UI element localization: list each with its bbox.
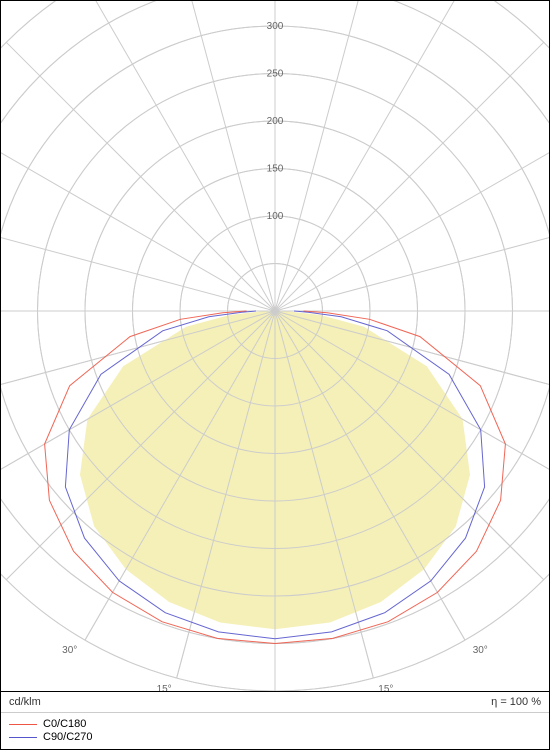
polar-plot-area: 10015020025030035015°30°45°60°75°90°105°… (1, 1, 549, 692)
legend-swatch (9, 724, 37, 725)
footer-top-row: cd/klm η = 100 % (1, 692, 549, 713)
svg-text:15°: 15° (157, 684, 172, 691)
svg-text:100: 100 (267, 211, 284, 222)
chart-footer: cd/klm η = 100 % C0/C180C90/C270 (1, 692, 549, 750)
svg-text:30°: 30° (62, 645, 77, 656)
svg-text:30°: 30° (473, 645, 488, 656)
legend-label: C90/C270 (43, 731, 93, 743)
svg-text:150: 150 (267, 164, 284, 175)
polar-svg: 10015020025030035015°30°45°60°75°90°105°… (1, 1, 549, 691)
svg-text:250: 250 (267, 69, 284, 80)
svg-text:200: 200 (267, 116, 284, 127)
polar-chart-container: 10015020025030035015°30°45°60°75°90°105°… (0, 0, 550, 750)
legend: C0/C180C90/C270 (1, 713, 549, 748)
legend-label: C0/C180 (43, 718, 86, 730)
legend-item: C90/C270 (9, 731, 541, 743)
legend-swatch (9, 737, 37, 738)
efficiency-label: η = 100 % (491, 696, 541, 708)
legend-item: C0/C180 (9, 718, 541, 730)
svg-text:15°: 15° (378, 684, 393, 691)
svg-text:300: 300 (267, 21, 284, 32)
unit-label: cd/klm (9, 696, 41, 708)
